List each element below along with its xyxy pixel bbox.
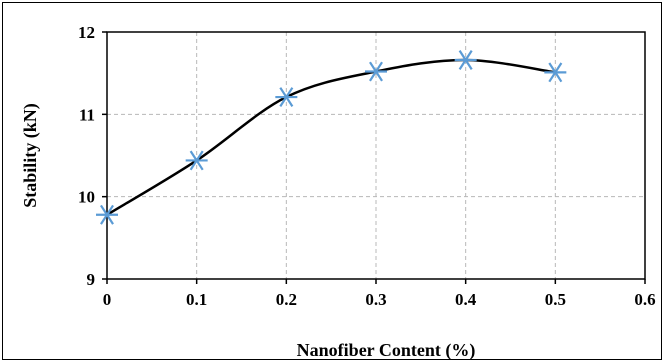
x-tick-label: 0.3 <box>365 290 386 309</box>
marker-stroke <box>548 62 563 83</box>
y-tick-label: 12 <box>78 23 95 42</box>
data-point-marker <box>544 62 567 83</box>
series-line <box>106 58 556 216</box>
plot-area <box>106 31 646 280</box>
data-point-marker <box>275 87 298 107</box>
y-tick-labels: 9 10 11 12 <box>78 23 95 289</box>
y-tick-label: 11 <box>79 105 95 124</box>
chart-frame <box>2 2 662 360</box>
data-point-marker <box>365 61 387 82</box>
y-axis-title: Stability (kN) <box>20 103 41 208</box>
marker-stroke <box>279 87 294 107</box>
series-markers <box>96 50 567 225</box>
y-tick-label: 9 <box>87 270 96 289</box>
x-tick-label: 0.5 <box>545 290 566 309</box>
y-tick-label: 10 <box>78 188 95 207</box>
data-point-marker <box>454 50 477 70</box>
x-tick-labels: 0 0.1 0.2 0.3 0.4 0.5 0.6 <box>103 290 656 309</box>
marker-stroke <box>369 61 383 82</box>
marker-stroke <box>458 50 473 70</box>
x-tick-label: 0.6 <box>634 290 655 309</box>
x-axis-title: Nanofiber Content (%) <box>297 340 476 361</box>
x-tick-label: 0 <box>103 290 112 309</box>
grid-lines <box>102 31 646 284</box>
x-tick-label: 0.4 <box>455 290 477 309</box>
x-tick-label: 0.2 <box>276 290 297 309</box>
data-point-marker <box>185 150 208 171</box>
marker-stroke <box>189 150 204 171</box>
marker-stroke <box>100 204 114 225</box>
x-tick-label: 0.1 <box>186 290 207 309</box>
data-point-marker <box>96 204 118 225</box>
